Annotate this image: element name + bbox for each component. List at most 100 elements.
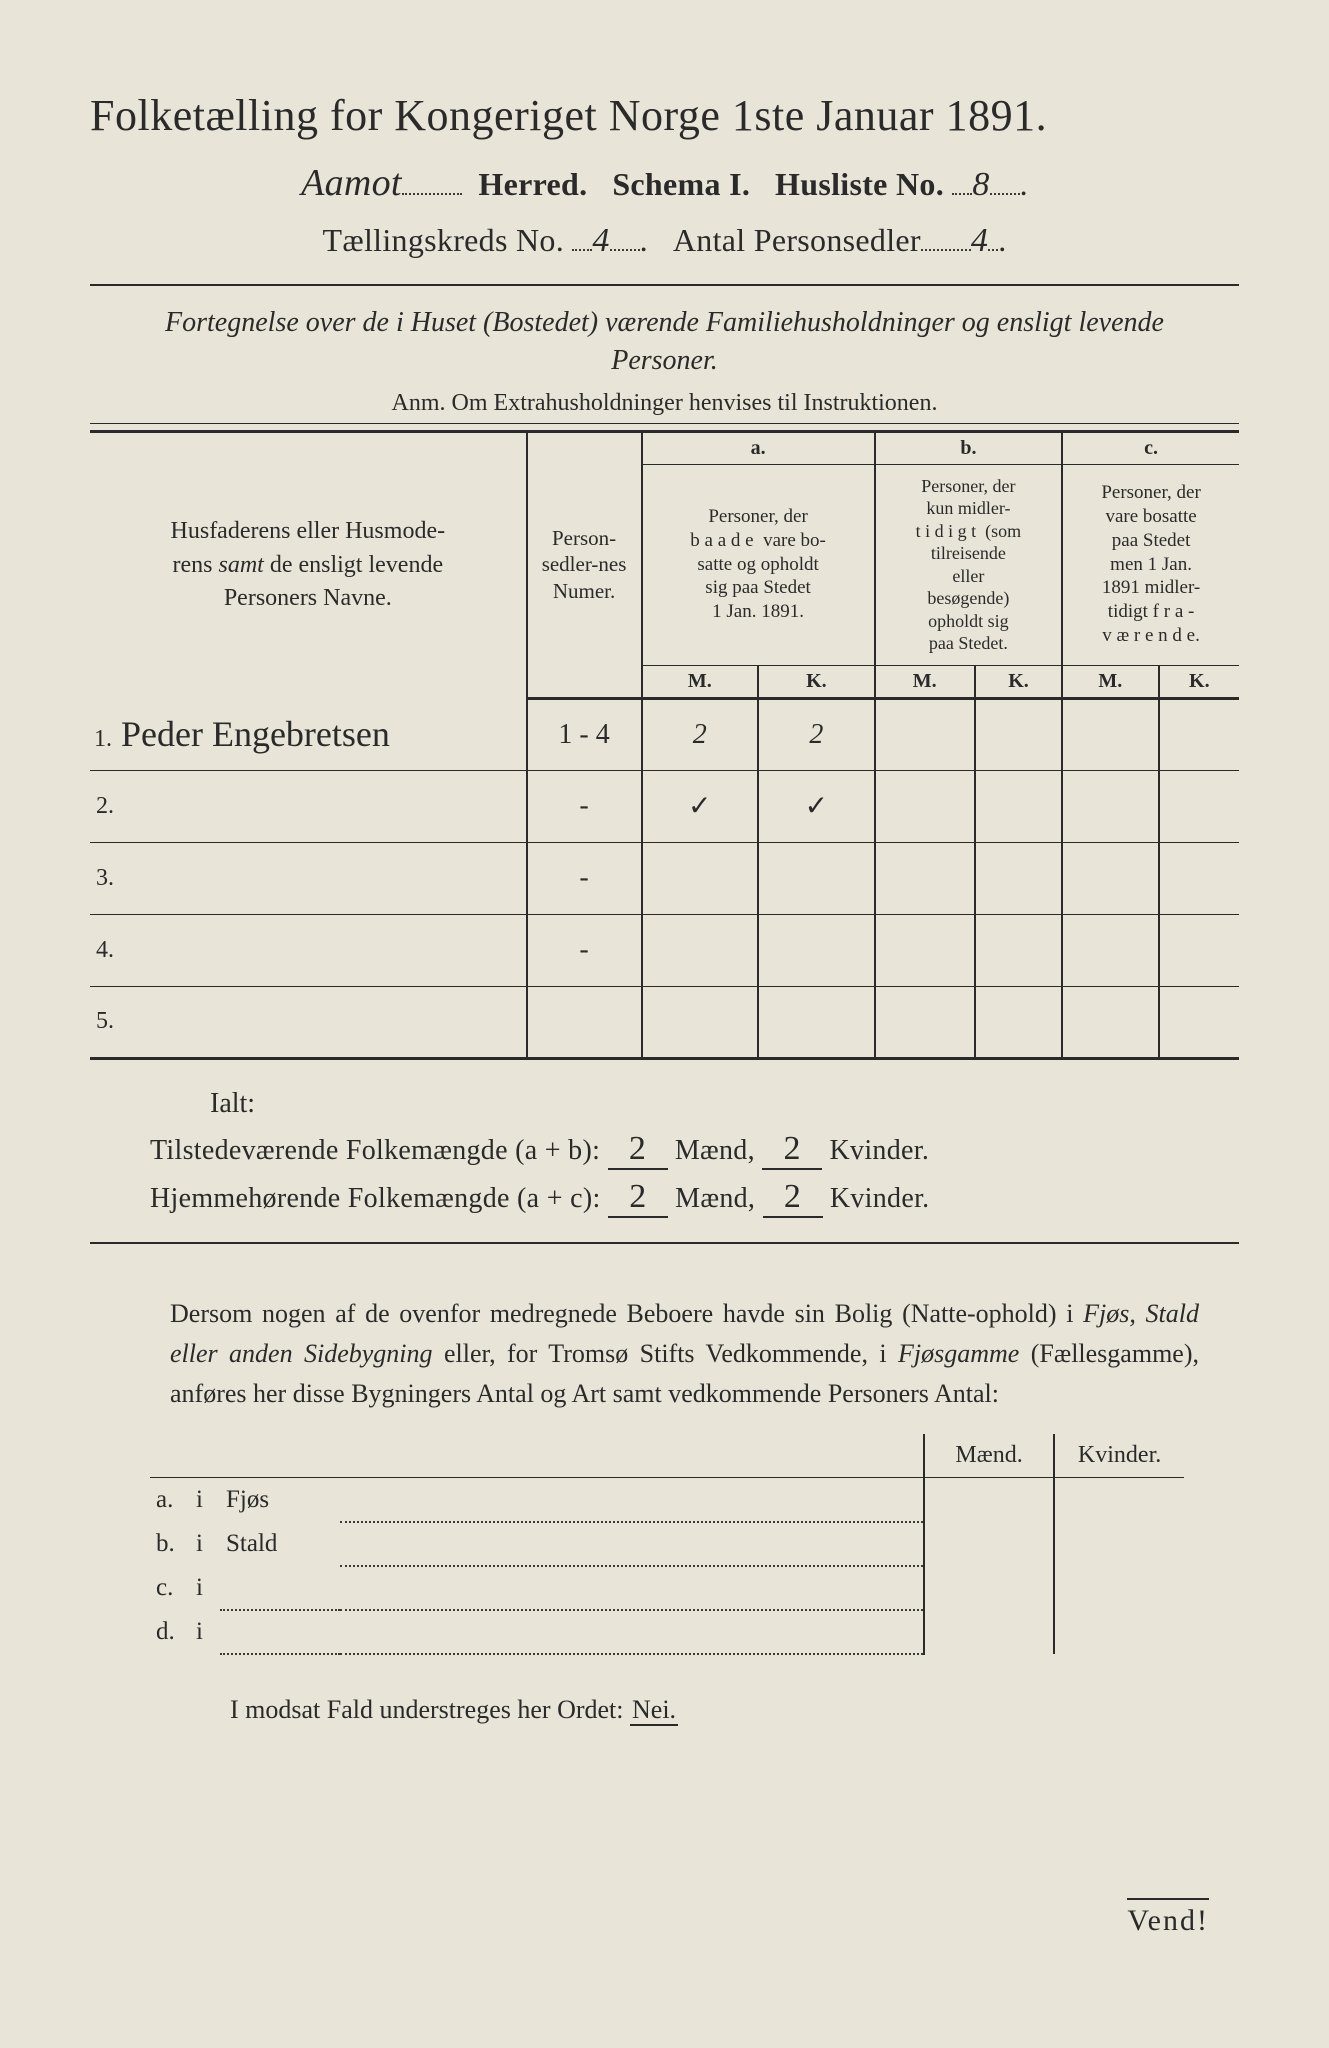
herred-handwritten: Aamot: [301, 162, 402, 204]
mk-header: K.: [975, 665, 1062, 698]
table-row: 1. Peder Engebretsen 1 - 4 2 2: [90, 698, 1239, 770]
maend-label: Mænd,: [675, 1135, 755, 1166]
kreds-label: Tællingskreds No.: [322, 222, 564, 258]
mk-header: M.: [642, 665, 759, 698]
side-k: [1054, 1478, 1184, 1523]
b-m-cell: [875, 698, 975, 770]
side-i: i: [190, 1610, 220, 1654]
header-line-2: Tællingskreds No. 4. Antal Personsedler4…: [90, 219, 1239, 260]
c-k-cell: [1159, 770, 1239, 842]
rule: [90, 423, 1239, 424]
side-i: i: [190, 1478, 220, 1523]
nei-line: I modsat Fald understreges her Ordet: Ne…: [230, 1695, 1239, 1725]
para-text: Dersom nogen af de ovenfor medregnede Be…: [170, 1299, 1083, 1328]
total-2-label: Hjemmehørende Folkemængde (a + c):: [150, 1183, 601, 1214]
side-m: [924, 1566, 1054, 1610]
numer-cell: -: [527, 770, 642, 842]
total-1-k: 2: [762, 1130, 822, 1170]
b-m-cell: [875, 842, 975, 914]
mk-header: M.: [1062, 665, 1158, 698]
c-k-cell: [1159, 842, 1239, 914]
dotted-fill: [921, 219, 971, 251]
nei-pre: I modsat Fald understreges her Ordet:: [230, 1695, 630, 1724]
side-type: Stald: [220, 1522, 340, 1566]
side-building-paragraph: Dersom nogen af de ovenfor medregnede Be…: [170, 1294, 1199, 1415]
total-line-1: Tilstedeværende Folkemængde (a + b): 2 M…: [150, 1130, 1239, 1170]
col-a-header: Personer, derb a a d e vare bo-satte og …: [642, 464, 875, 665]
c-k-cell: [1159, 914, 1239, 986]
rule: [90, 284, 1239, 286]
total-1-m: 2: [608, 1130, 668, 1170]
side-lab: b.: [150, 1522, 190, 1566]
col-b-header: Personer, derkun midler-t i d i g t (som…: [875, 464, 1063, 665]
col-names-header: Husfaderens eller Husmode-rens samt de e…: [90, 431, 527, 698]
row-num: 5.: [90, 986, 527, 1058]
col-a-label: a.: [642, 431, 875, 464]
side-i: i: [190, 1566, 220, 1610]
side-lab: d.: [150, 1610, 190, 1654]
page-title: Folketælling for Kongeriget Norge 1ste J…: [90, 90, 1239, 141]
col-b-label: b.: [875, 431, 1063, 464]
a-m-cell: 2: [642, 698, 759, 770]
mk-header: M.: [875, 665, 975, 698]
row-num: 4.: [90, 914, 527, 986]
maend-header: Mænd.: [924, 1434, 1054, 1478]
side-row: c. i: [150, 1566, 1184, 1610]
col-numer-header: Person-sedler-nes Numer.: [527, 431, 642, 698]
col-c-header: Personer, dervare bosattepaa Stedetmen 1…: [1062, 464, 1239, 665]
a-k-cell: ✓: [758, 770, 875, 842]
c-m-cell: [1062, 842, 1158, 914]
intro-text: Fortegnelse over de i Huset (Bostedet) v…: [150, 304, 1179, 380]
maend-label: Mænd,: [675, 1183, 755, 1214]
kvinder-label: Kvinder.: [830, 1135, 930, 1166]
c-m-cell: [1062, 698, 1158, 770]
dotted-fill: [988, 219, 998, 251]
side-i: i: [190, 1522, 220, 1566]
kreds-no: 4: [592, 222, 609, 259]
mk-header: K.: [758, 665, 875, 698]
herred-label: Herred.: [478, 166, 587, 202]
a-k-cell: [758, 914, 875, 986]
dotted-fill: [340, 1522, 924, 1566]
header-line-1: Aamot Herred. Schema I. Husliste No. 8.: [90, 161, 1239, 205]
side-k: [1054, 1522, 1184, 1566]
dotted-fill: [572, 219, 592, 251]
total-2-m: 2: [608, 1178, 668, 1218]
a-k-cell: [758, 986, 875, 1058]
b-m-cell: [875, 770, 975, 842]
b-m-cell: [875, 986, 975, 1058]
dotted-fill: [340, 1610, 924, 1654]
schema-label: Schema I.: [612, 166, 750, 202]
side-lab: c.: [150, 1566, 190, 1610]
side-m: [924, 1610, 1054, 1654]
side-type: Fjøs: [220, 1478, 340, 1523]
c-m-cell: [1062, 914, 1158, 986]
b-k-cell: [975, 698, 1062, 770]
side-m: [924, 1478, 1054, 1523]
row-num: 1.: [94, 726, 112, 752]
a-k-cell: 2: [758, 698, 875, 770]
husliste-label: Husliste No.: [775, 166, 944, 202]
dotted-fill: [952, 163, 972, 195]
total-2-k: 2: [763, 1178, 823, 1218]
col-c-label: c.: [1062, 431, 1239, 464]
husliste-no: 8: [972, 166, 989, 203]
person-name: Peder Engebretsen: [121, 714, 390, 754]
mk-header: K.: [1159, 665, 1239, 698]
total-line-2: Hjemmehørende Folkemængde (a + c): 2 Mæn…: [150, 1178, 1239, 1218]
a-m-cell: ✓: [642, 770, 759, 842]
table-row: 4. -: [90, 914, 1239, 986]
a-k-cell: [758, 842, 875, 914]
antal-label: Antal Personsedler: [673, 222, 921, 258]
census-table: Husfaderens eller Husmode-rens samt de e…: [90, 430, 1239, 1060]
numer-cell: 1 - 4: [527, 698, 642, 770]
kvinder-header: Kvinder.: [1054, 1434, 1184, 1478]
b-k-cell: [975, 914, 1062, 986]
nei-word: Nei.: [630, 1695, 678, 1726]
vend-label: Vend!: [1127, 1898, 1209, 1938]
rule: [90, 1242, 1239, 1244]
side-row: a. i Fjøs: [150, 1478, 1184, 1523]
side-k: [1054, 1566, 1184, 1610]
para-em: Fjøsgamme: [898, 1339, 1019, 1368]
table-row: 3. -: [90, 842, 1239, 914]
